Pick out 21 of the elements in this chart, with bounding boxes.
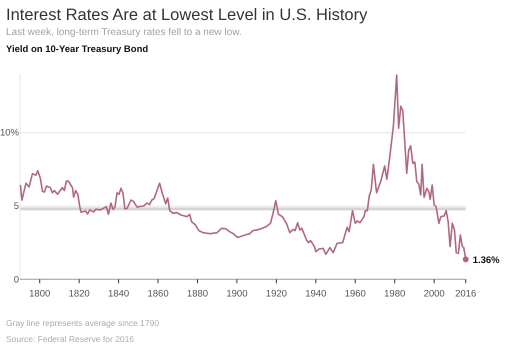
x-tick-label: 1920 — [266, 288, 287, 300]
y-tick-label: 5 — [14, 200, 19, 212]
x-tick-label: 1900 — [226, 288, 248, 300]
x-tick-label: 1840 — [108, 288, 130, 300]
x-tick-label: 1880 — [186, 288, 208, 300]
annotation: 1.36% — [472, 254, 500, 266]
x-tick-label: 1820 — [68, 288, 90, 300]
source-note: Source: Federal Reserve for 2016 — [6, 334, 134, 344]
text: Gray line represents average since 1790 — [6, 318, 160, 328]
x-tick-label: 1860 — [147, 288, 169, 300]
x-tick-label: 2016 — [455, 288, 476, 300]
chart-subtitle: Last week, long-term Treasury rates fell to a new low. — [6, 27, 242, 38]
y-tick-label: 0 — [14, 274, 19, 286]
y-tick-label: 10% — [0, 128, 20, 139]
x-tick-label: 1940 — [305, 288, 326, 300]
x-tick-label: 1960 — [344, 288, 366, 300]
x-tick-label: 1980 — [384, 288, 406, 300]
text: Yield on 10-Year Treasury Bond — [6, 44, 148, 55]
x-tick-label: 1800 — [29, 288, 50, 300]
x-tick-label: 2000 — [424, 288, 445, 300]
chart-title: Interest Rates Are at Lowest Level in U.S. History — [6, 6, 368, 24]
